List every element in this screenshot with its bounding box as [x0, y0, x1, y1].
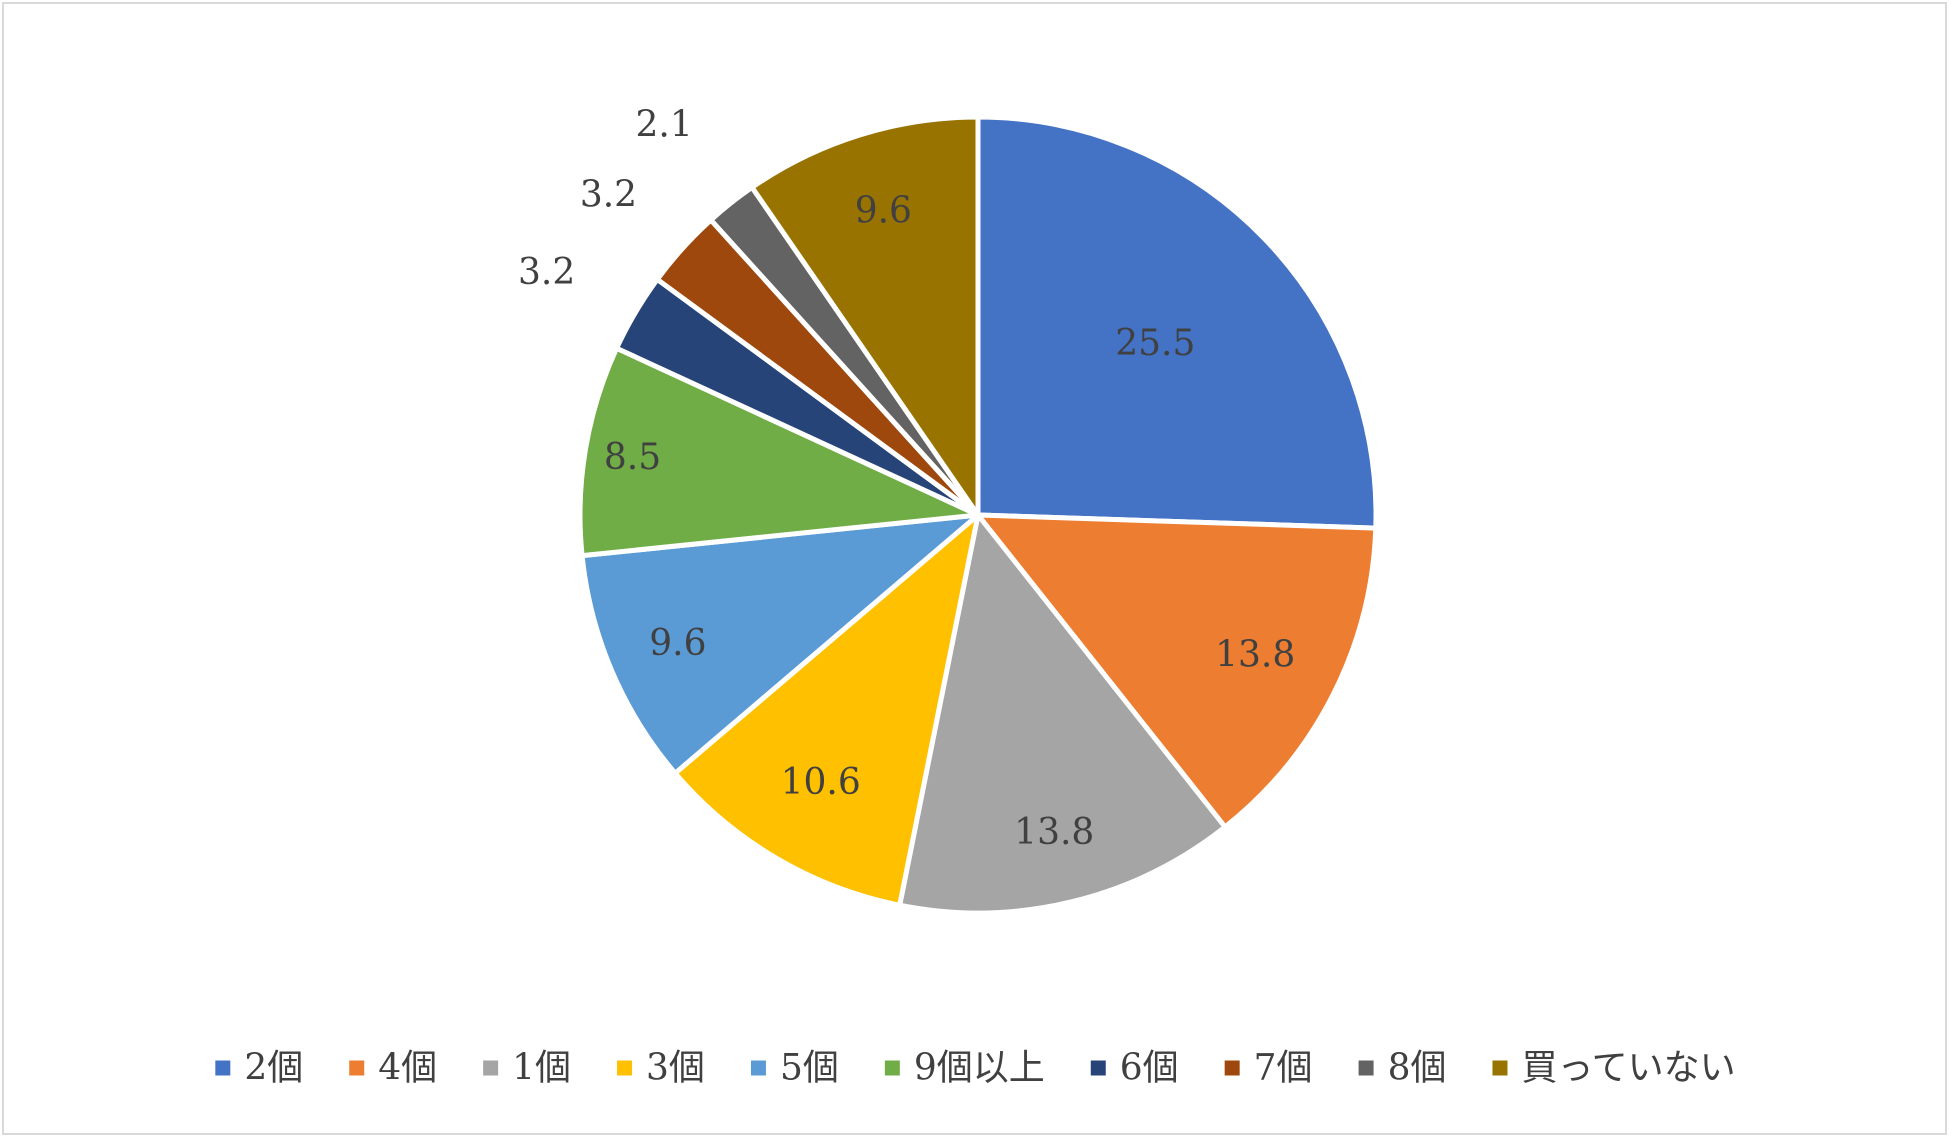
legend-swatch-1 — [215, 1060, 231, 1076]
legend-swatch-4 — [617, 1060, 633, 1076]
data-label-8: 3.2 — [580, 174, 637, 215]
legend-swatch-8 — [1224, 1060, 1240, 1076]
legend: 2個 4個 1個 3個 5個 9個以上 6個 7個 8個 買っていない — [215, 1048, 1736, 1089]
data-label-9: 2.1 — [635, 104, 692, 145]
legend-swatch-2 — [349, 1060, 365, 1076]
pie-slice-1 — [975, 114, 1379, 531]
data-label-3: 13.8 — [1014, 812, 1094, 853]
pie-slice-4 — [672, 512, 981, 908]
data-label-2: 13.8 — [1215, 634, 1295, 675]
legend-swatch-5 — [750, 1060, 766, 1076]
legend-label-8: 7個 — [1254, 1048, 1313, 1089]
legend-label-2: 4個 — [378, 1048, 437, 1089]
legend-label-9: 8個 — [1388, 1048, 1447, 1089]
data-label-7: 3.2 — [518, 252, 575, 293]
legend-label-1: 2個 — [244, 1048, 303, 1089]
legend-label-5: 5個 — [780, 1048, 839, 1089]
data-label-5: 9.6 — [649, 623, 706, 664]
legend-label-6: 9個以上 — [914, 1048, 1045, 1089]
legend-label-10: 買っていない — [1521, 1048, 1735, 1089]
legend-swatch-10 — [1492, 1060, 1508, 1076]
pie-slices — [577, 114, 1379, 916]
legend-label-7: 6個 — [1120, 1048, 1179, 1089]
data-label-1: 25.5 — [1115, 323, 1195, 364]
legend-label-3: 1個 — [512, 1048, 571, 1089]
legend-swatch-3 — [483, 1060, 499, 1076]
legend-swatch-9 — [1358, 1060, 1374, 1076]
data-label-6: 8.5 — [604, 437, 661, 478]
data-label-4: 10.6 — [781, 762, 861, 803]
data-labels: 25.5 13.8 13.8 10.6 9.6 8.5 3.23.2 2.1 9.6 — [518, 104, 1295, 852]
legend-swatch-7 — [1090, 1060, 1106, 1076]
pie-slice-3 — [897, 512, 1228, 916]
pie-slice-2 — [975, 512, 1379, 830]
data-label-10: 9.6 — [855, 190, 912, 231]
legend-swatch-6 — [884, 1060, 900, 1076]
pie-slice-5 — [579, 512, 981, 776]
pie-slice-10 — [749, 114, 981, 518]
legend-label-4: 3個 — [646, 1048, 705, 1089]
pie-slice-6 — [577, 345, 981, 559]
